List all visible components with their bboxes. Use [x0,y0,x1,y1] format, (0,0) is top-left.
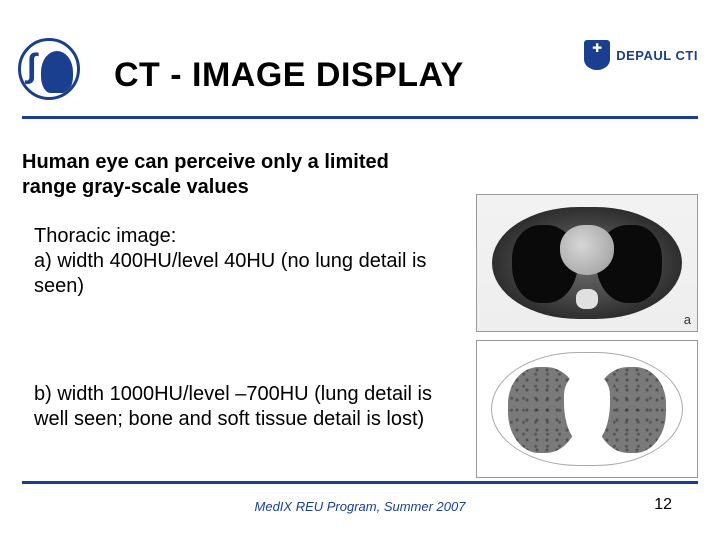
integral-icon: ∫ [27,47,36,86]
divider-top [22,116,698,119]
shield-icon [584,40,610,70]
footer-program: MedIX REU Program, Summer 2007 [0,499,720,514]
ct-image-column: a [476,194,698,478]
thorax-outline [491,352,683,466]
subtitle-text: Human eye can perceive only a limited ra… [22,150,442,200]
page-title: CT - IMAGE DISPLAY [114,56,464,95]
head-silhouette-icon [41,51,73,93]
ct-scan-soft-tissue-window: a [476,194,698,332]
paragraph-a: Thoracic image:a) width 400HU/level 40HU… [34,224,434,299]
page-number: 12 [654,496,672,514]
ct-scan-lung-window [476,340,698,478]
paragraph-b: b) width 1000HU/level –700HU (lung detai… [34,382,444,432]
thorax-outline [492,207,682,319]
depaul-logo: DEPAUL CTI [584,40,698,70]
mediastinum-icon [560,225,614,275]
divider-bottom [22,481,698,484]
brain-integral-logo: ∫ [18,38,84,104]
logo-circle: ∫ [18,38,80,100]
spine-icon [576,289,598,309]
brand-text: DEPAUL CTI [616,48,698,63]
image-marker-a: a [684,312,691,327]
